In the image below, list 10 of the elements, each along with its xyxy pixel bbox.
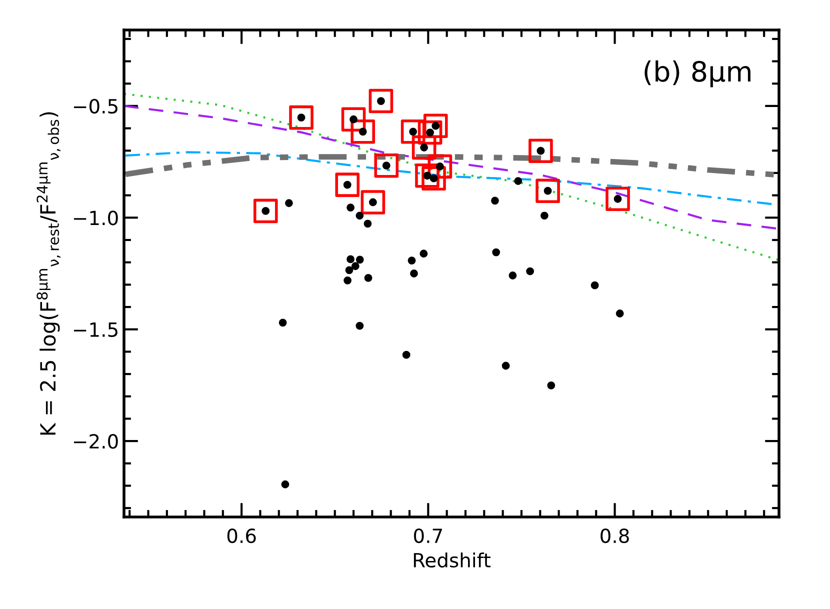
x-tick-label: 0.6 [227, 528, 256, 544]
x-tick-label: 0.8 [600, 528, 629, 544]
x-tick-label: 0.7 [414, 528, 442, 544]
y-tick-label: −1.5 [74, 322, 118, 338]
y-tick-label: −1.0 [74, 210, 118, 226]
y-tick-label: −2.0 [74, 434, 118, 449]
x-axis-title: Redshift [414, 552, 490, 568]
y-axis-title: K = 2.5 log(F$^{8μm}$$_{ν,rest}$/F$^{24μm}$$_{ν,obs}$) [36, 112, 61, 435]
annotation: (b) 8μm [644, 60, 750, 88]
y-tick-label: −0.5 [74, 98, 118, 114]
